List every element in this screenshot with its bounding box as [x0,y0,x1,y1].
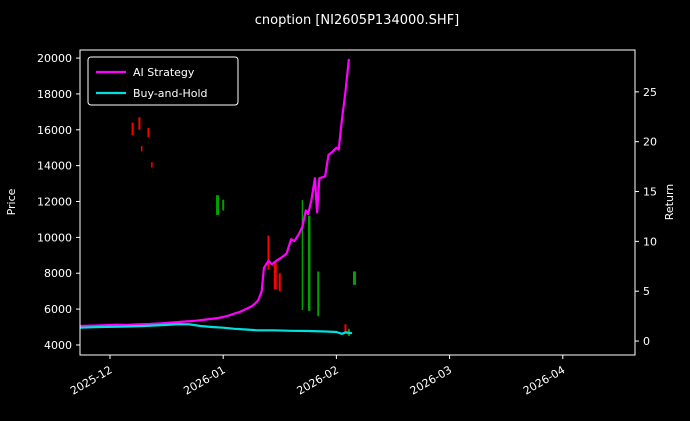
x-tick-label: 2026-03 [408,363,454,397]
left-y-tick-label: 14000 [37,160,72,173]
left-y-tick-label: 20000 [37,52,72,65]
series-line-buy-and-hold [79,323,353,335]
right-y-tick-label: 15 [643,186,657,199]
right-y-tick-label: 20 [643,136,657,149]
x-tick-label: 2026-04 [521,363,567,397]
right-axis-label: Return [663,184,676,221]
right-y-tick-label: 25 [643,86,657,99]
x-tick-label: 2026-01 [181,363,227,397]
legend: AI Strategy Buy-and-Hold [87,56,239,106]
left-axis-label: Price [5,188,18,215]
series-line-ai-strategy [79,58,350,328]
x-tick-label: 2026-02 [295,363,341,397]
right-y-tick-label: 5 [643,285,650,298]
right-y-tick-label: 10 [643,235,657,248]
line-series-layer [79,58,353,335]
left-y-tick-label: 8000 [44,267,72,280]
chart-title: cnoption [NI2605P134000.SHF] [255,13,460,28]
legend-label-buy-and-hold: Buy-and-Hold [133,87,208,100]
left-y-tick-label: 18000 [37,88,72,101]
candlestick-layer [131,117,357,336]
left-y-tick-label: 4000 [44,339,72,352]
left-y-tick-label: 12000 [37,196,72,209]
x-tick-label: 2025-12 [68,363,114,397]
legend-label-ai-strategy: AI Strategy [133,66,195,79]
right-y-tick-label: 0 [643,335,650,348]
left-y-tick-label: 10000 [37,231,72,244]
left-y-tick-label: 6000 [44,303,72,316]
plot-frame [79,49,636,356]
left-y-tick-label: 16000 [37,124,72,137]
